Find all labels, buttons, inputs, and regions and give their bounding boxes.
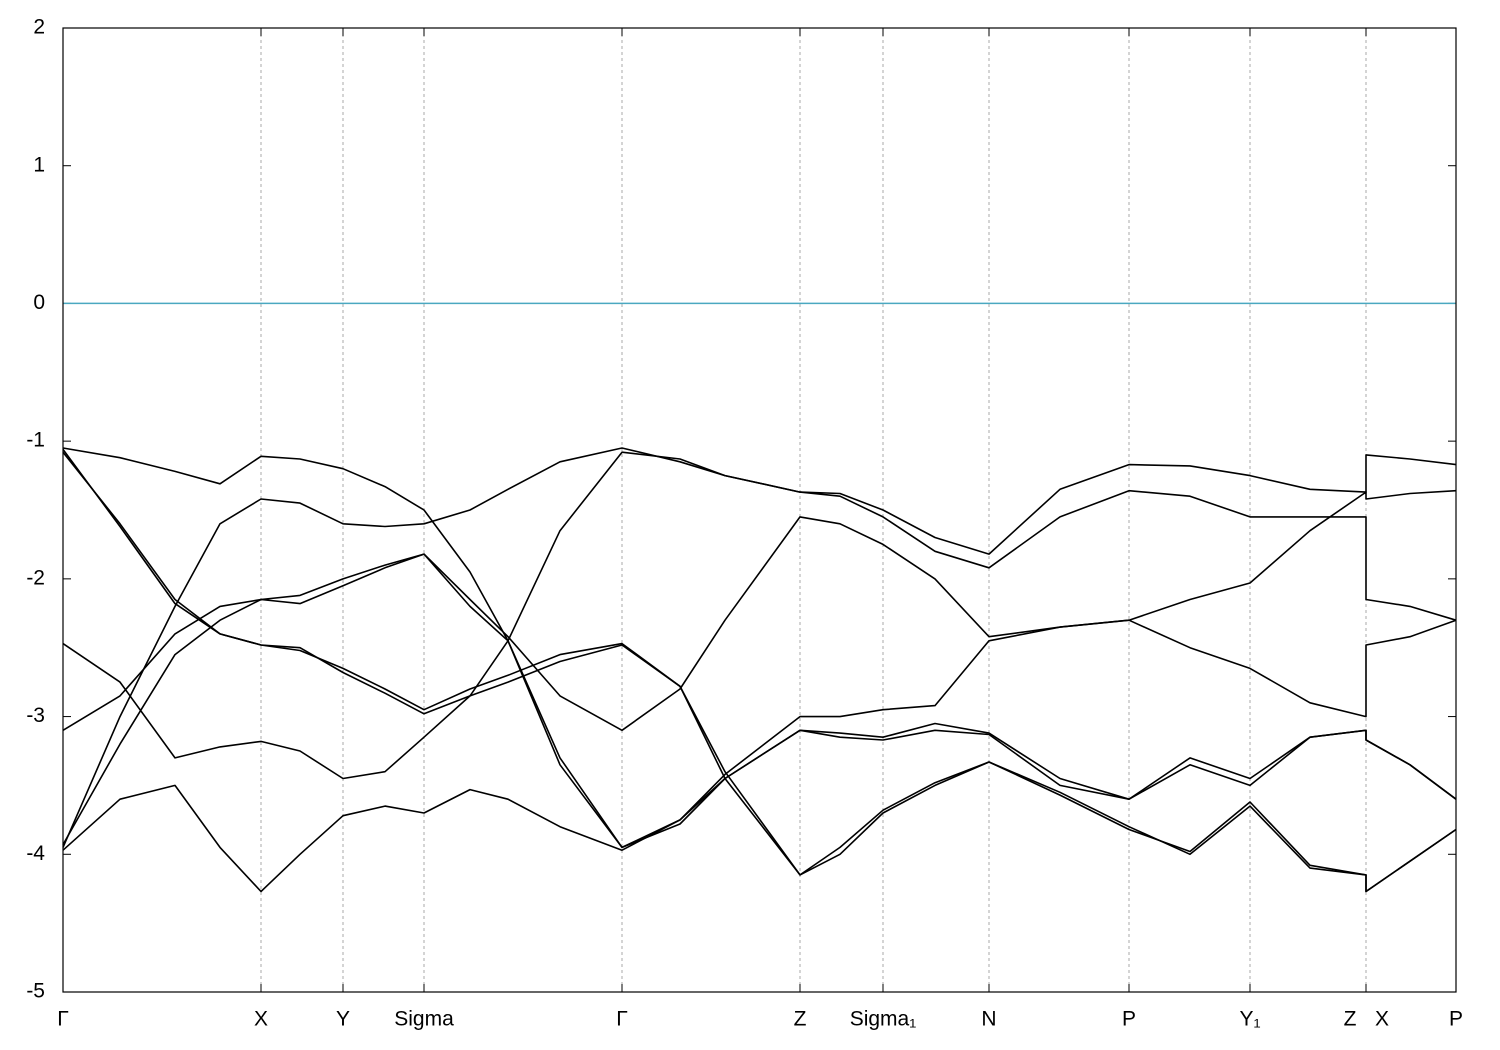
band-line: [62, 448, 1457, 893]
x-tick-label: N: [981, 1008, 996, 1031]
plot-frame: [62, 27, 1457, 993]
x-tick-label: P: [1122, 1008, 1136, 1031]
x-tick-label: Z: [1344, 1008, 1357, 1031]
x-tick-label: X: [1375, 1008, 1389, 1031]
y-tick-label: 0: [33, 291, 45, 314]
y-tick-label: 2: [33, 16, 45, 39]
x-tick-label: P: [1449, 1008, 1463, 1031]
x-tick-label: Sigma₁: [850, 1008, 917, 1031]
y-tick-label: -3: [26, 704, 45, 727]
x-tick-label: Y: [336, 1008, 350, 1031]
x-tick-label: Γ: [57, 1008, 69, 1031]
band-line: [62, 451, 1457, 780]
y-tick-label: 1: [33, 153, 45, 176]
y-tick-label: -1: [26, 429, 45, 452]
y-tick-label: -5: [26, 980, 45, 1003]
x-tick-label: Sigma: [394, 1008, 454, 1031]
band-line: [62, 447, 1457, 848]
band-line: [62, 447, 1457, 849]
y-tick-label: -2: [26, 566, 45, 589]
band-line: [62, 516, 1457, 732]
y-tick-label: -4: [26, 842, 45, 865]
x-tick-label: Z: [794, 1008, 807, 1031]
band-line: [62, 451, 1457, 893]
x-tick-label: X: [254, 1008, 268, 1031]
x-tick-label: Y₁: [1239, 1008, 1260, 1031]
band-line: [62, 489, 1457, 893]
x-tick-label: Γ: [616, 1008, 628, 1031]
